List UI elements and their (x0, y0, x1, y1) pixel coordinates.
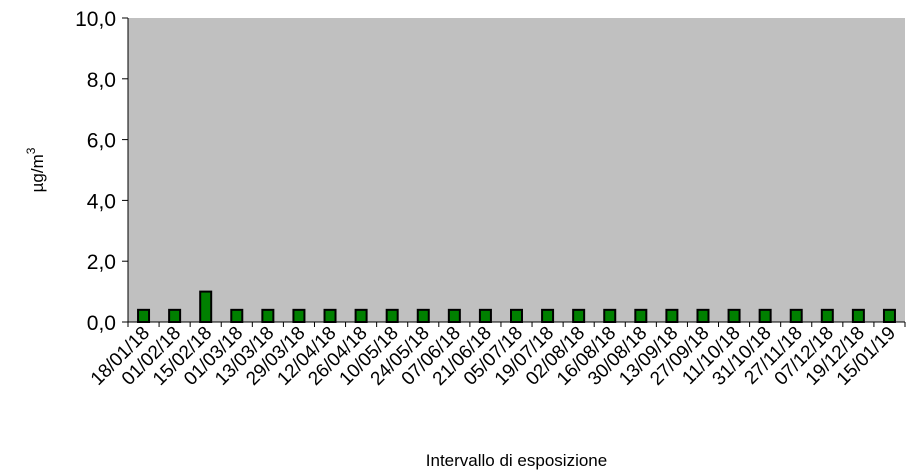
bar (323, 308, 337, 323)
bar (385, 308, 399, 323)
y-tick-label: 4,0 (87, 190, 116, 213)
bar (261, 308, 275, 323)
bars (137, 290, 896, 324)
x-axis-title: Intervallo di esposizione (426, 451, 607, 470)
y-tick-label: 0,0 (87, 312, 116, 335)
y-tick-label: 10,0 (75, 8, 116, 31)
bar (292, 308, 306, 323)
y-axis-title: µg/m3 (24, 147, 47, 192)
bar (510, 308, 523, 323)
bar (416, 308, 430, 323)
bar (634, 308, 648, 323)
bar (168, 308, 182, 323)
bar (603, 308, 617, 323)
y-tick-label: 6,0 (87, 130, 116, 153)
bar (199, 290, 213, 324)
y-tick-labels: 0,0 2,0 4,0 6,0 8,0 10,0 (75, 8, 116, 335)
y-tick-label: 8,0 (87, 69, 116, 92)
bar (882, 308, 896, 323)
bar (230, 308, 244, 323)
y-ticks (122, 17, 128, 323)
y-axis-title-superscript: 3 (24, 147, 38, 154)
x-tick-labels: 18/01/1801/02/1815/02/1801/03/1813/03/18… (87, 323, 900, 390)
bar (851, 308, 865, 323)
y-tick-label: 2,0 (87, 251, 116, 274)
bar (354, 308, 368, 323)
bar (727, 308, 741, 323)
bar (572, 308, 586, 323)
bar (820, 308, 834, 323)
bar (665, 308, 679, 323)
bar (696, 308, 710, 323)
y-axis-title-main: µg/m (28, 154, 47, 192)
x-ticks (127, 322, 906, 327)
bar (789, 308, 803, 323)
bar (137, 308, 151, 323)
bar (478, 308, 492, 323)
bar (447, 308, 461, 323)
bar (758, 308, 772, 323)
plot-area (128, 18, 905, 322)
bar (541, 308, 555, 323)
